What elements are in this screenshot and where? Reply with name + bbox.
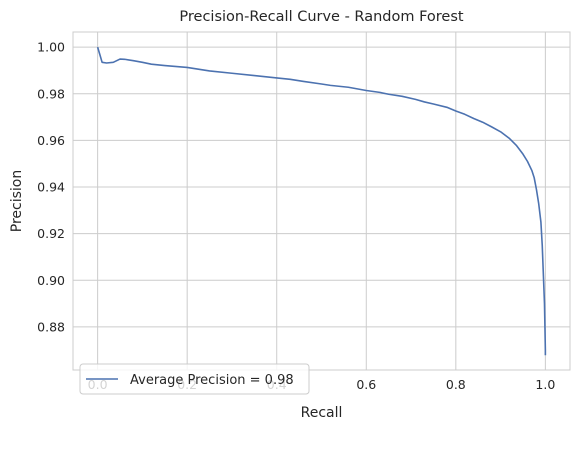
y-tick-label: 0.88 <box>37 319 65 334</box>
y-tick-label: 0.92 <box>37 226 65 241</box>
plot-area <box>72 31 571 371</box>
y-tick-label: 0.98 <box>37 86 65 101</box>
x-tick-label: 0.8 <box>446 377 466 392</box>
chart-title: Precision-Recall Curve - Random Forest <box>179 9 463 25</box>
y-axis-label: Precision <box>9 170 25 232</box>
x-tick-label: 1.0 <box>535 377 555 392</box>
x-axis-label: Recall <box>301 405 343 421</box>
precision-recall-line <box>96 46 547 356</box>
legend: Average Precision = 0.98 <box>79 363 310 395</box>
y-tick-label: 0.96 <box>37 133 65 148</box>
y-tick-label: 0.90 <box>37 273 65 288</box>
legend-label: Average Precision = 0.98 <box>130 373 294 388</box>
x-tick-label: 0.6 <box>356 377 376 392</box>
grid-lines <box>73 32 570 370</box>
y-tick-label: 0.94 <box>37 180 65 195</box>
y-tick-label: 1.00 <box>37 40 65 55</box>
legend-box <box>79 363 310 395</box>
